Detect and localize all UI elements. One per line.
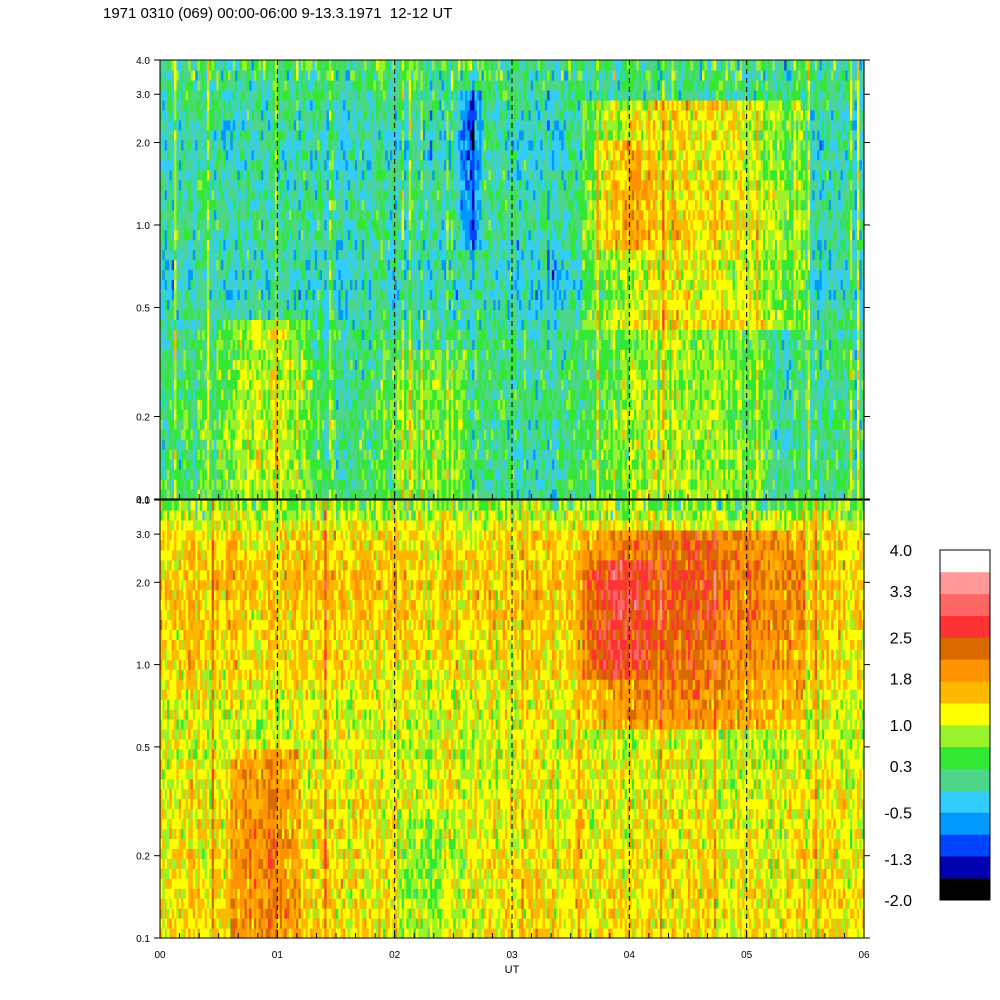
top-panel: 0.10.20.51.02.03.04.0 (136, 56, 870, 506)
